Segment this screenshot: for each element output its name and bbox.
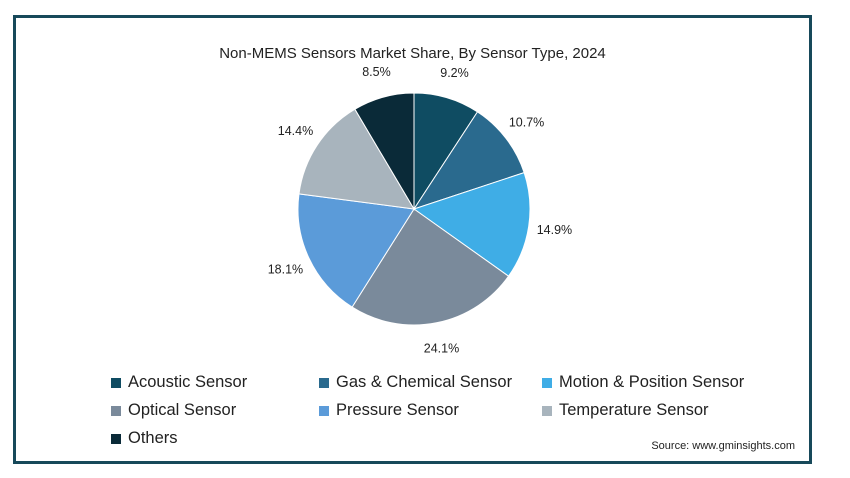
data-label-acoustic-sensor: 9.2%	[440, 66, 469, 80]
legend-swatch	[111, 377, 121, 388]
legend-label: Gas & Chemical Sensor	[336, 373, 513, 391]
pie-slice-gas-and-chemical-sensor	[412, 111, 525, 210]
legend-item-acoustic-sensor: Acoustic Sensor	[111, 372, 319, 393]
legend-item-others: Others	[111, 428, 319, 449]
legend-swatch	[111, 433, 121, 444]
legend-label: Acoustic Sensor	[128, 373, 248, 391]
legend-label: Pressure Sensor	[336, 401, 459, 419]
legend-label: Motion & Position Sensor	[559, 373, 745, 391]
data-label-temperature-sensor: 14.4%	[278, 124, 313, 138]
source-note: Source: www.gminsights.com	[651, 440, 795, 452]
pie-slice-pressure-sensor	[297, 193, 415, 308]
legend-item-temperature-sensor: Temperature Sensor	[542, 400, 762, 421]
legend-swatch	[542, 405, 552, 416]
legend-swatch	[542, 377, 552, 388]
data-label-motion-and-position-sensor: 14.9%	[537, 223, 572, 237]
data-label-gas-and-chemical-sensor: 10.7%	[509, 115, 544, 129]
legend-item-gas-and-chemical-sensor: Gas & Chemical Sensor	[319, 372, 542, 393]
legend-label: Others	[128, 429, 178, 447]
legend-swatch	[319, 405, 329, 416]
legend-item-motion-and-position-sensor: Motion & Position Sensor	[542, 372, 762, 393]
legend-label: Temperature Sensor	[559, 401, 709, 419]
pie-slice-others	[354, 92, 415, 211]
legend-swatch	[319, 377, 329, 388]
chart-frame: Non-MEMS Sensors Market Share, By Sensor…	[13, 15, 812, 464]
pie-slice-motion-and-position-sensor	[412, 171, 531, 277]
legend-item-pressure-sensor: Pressure Sensor	[319, 400, 542, 421]
legend-swatch	[111, 405, 121, 416]
data-label-pressure-sensor: 18.1%	[268, 262, 303, 276]
data-label-optical-sensor: 24.1%	[424, 341, 459, 355]
legend-label: Optical Sensor	[128, 401, 237, 419]
pie-slice-temperature-sensor	[298, 108, 415, 210]
legend: Acoustic Sensor Gas & Chemical Sensor Moti…	[111, 372, 771, 449]
pie-slice-optical-sensor	[351, 208, 510, 326]
data-label-others: 8.5%	[362, 65, 391, 79]
chart-title: Non-MEMS Sensors Market Share, By Sensor…	[219, 45, 606, 62]
legend-item-optical-sensor: Optical Sensor	[111, 400, 319, 421]
